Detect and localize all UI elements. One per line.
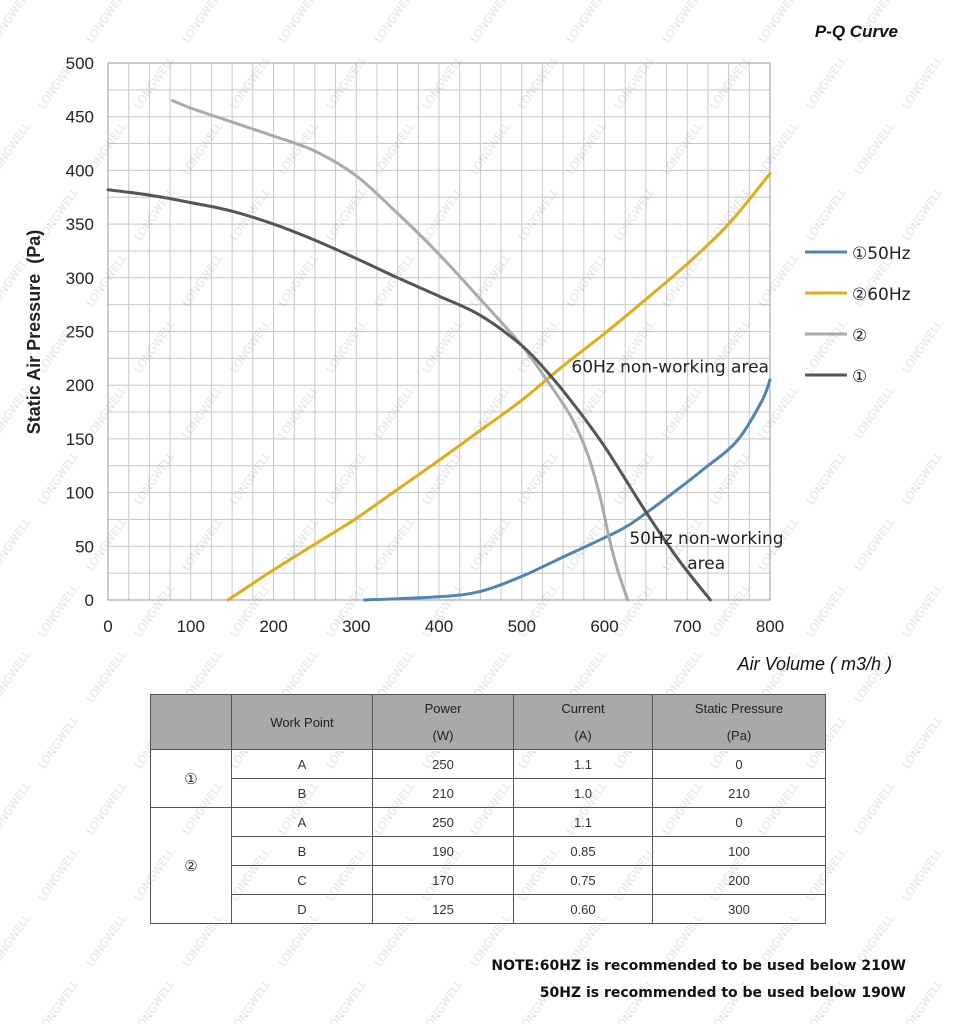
watermark-text: LONGWELL (131, 977, 178, 1024)
watermark-text: LONGWELL (35, 845, 82, 904)
watermark-text: LONGWELL (851, 779, 898, 838)
header-group (150, 694, 232, 750)
work-point-cell: C (231, 865, 373, 895)
power-cell: 170 (372, 865, 514, 895)
legend-label: ①50Hz (852, 244, 911, 264)
power-cell: 250 (372, 749, 514, 779)
power-cell: 125 (372, 894, 514, 924)
work-point-cell: A (231, 749, 373, 779)
watermark-text: LONGWELL (83, 779, 130, 838)
y-tick-label: 350 (66, 215, 94, 234)
y-tick-label: 50 (75, 537, 94, 556)
legend-label: ② (852, 326, 867, 346)
chart-grid (107, 62, 771, 601)
annotation-label: area (687, 554, 725, 574)
legend-label: ① (852, 367, 867, 387)
watermark-text: LONGWELL (323, 977, 370, 1024)
table-row: ① A 250 1.1 0 (150, 749, 826, 808)
table-row: B 210 1.0 210 (151, 778, 826, 808)
work-point-table: Work Point Power (W) Current (A) Static Pr… (150, 694, 826, 924)
watermark-text: LONGWELL (35, 977, 82, 1024)
note-line-1: NOTE:60HZ is recommended to be used belo… (491, 958, 906, 974)
annotation-label: 60Hz non-working area (571, 357, 769, 377)
y-tick-label: 100 (66, 484, 94, 503)
note-line-2: 50HZ is recommended to be used below 190… (539, 985, 906, 1001)
table-row: ② A 250 1.1 0 (150, 807, 826, 924)
current-cell: 1.0 (513, 778, 653, 808)
y-axis-ticks: 0 50 100 150 200 250 300 350 400 450 500 (66, 54, 94, 610)
y-tick-label: 250 (66, 323, 94, 342)
group-label: ① (150, 749, 232, 808)
table-header-row: Work Point Power (W) Current (A) Static Pr… (150, 694, 826, 750)
pressure-cell: 0 (652, 807, 826, 837)
pressure-cell: 0 (652, 749, 826, 779)
work-point-cell: B (231, 778, 373, 808)
pressure-cell: 200 (652, 865, 826, 895)
pressure-cell: 300 (652, 894, 826, 924)
table-row: D 125 0.60 300 (151, 894, 826, 924)
watermark-text: LONGWELL (227, 977, 274, 1024)
chart-title: P-Q Curve (815, 22, 898, 41)
table-row: C 170 0.75 200 (151, 865, 826, 895)
series-line-1-50hz (363, 378, 772, 602)
header-current: Current (A) (513, 694, 653, 750)
current-cell: 1.1 (513, 749, 653, 779)
header-static-pressure: Static Pressure (Pa) (652, 694, 826, 750)
watermark-text: LONGWELL (899, 845, 946, 904)
work-point-cell: D (231, 894, 373, 924)
y-axis-label: Static Air Pressure (Pa) (24, 230, 44, 434)
power-cell: 210 (372, 778, 514, 808)
work-point-cell: A (231, 807, 373, 837)
y-tick-label: 300 (66, 269, 94, 288)
x-tick-label: 200 (259, 617, 287, 636)
x-tick-label: 600 (590, 617, 618, 636)
series-lines (106, 99, 772, 602)
y-tick-label: 150 (66, 430, 94, 449)
table-row: B 190 0.85 100 (151, 836, 826, 866)
power-cell: 190 (372, 836, 514, 866)
watermark-text: LONGWELL (899, 977, 946, 1024)
current-cell: 1.1 (513, 807, 653, 837)
series-line-1 (106, 188, 712, 602)
power-cell: 250 (372, 807, 514, 837)
x-axis-label: Air Volume ( m3/h ) (737, 654, 892, 674)
watermark-text: LONGWELL (0, 911, 34, 970)
current-cell: 0.85 (513, 836, 653, 866)
group-label: ② (150, 807, 232, 924)
x-tick-label: 400 (425, 617, 453, 636)
pressure-cell: 100 (652, 836, 826, 866)
x-tick-label: 300 (342, 617, 370, 636)
annotation-label: 50Hz non-working (629, 529, 783, 549)
plot-border (107, 62, 771, 601)
series-line-2 (171, 99, 630, 602)
chart-legend: ①50Hz ②60Hz ② ① (805, 244, 911, 387)
plot-frame (107, 62, 771, 601)
series-line-2-60hz (226, 172, 772, 602)
pressure-cell: 210 (652, 778, 826, 808)
watermark-text: LONGWELL (35, 713, 82, 772)
watermark-text: LONGWELL (419, 977, 466, 1024)
y-tick-label: 450 (66, 108, 94, 127)
x-tick-label: 100 (177, 617, 205, 636)
work-point-cell: B (231, 836, 373, 866)
y-tick-label: 200 (66, 376, 94, 395)
y-tick-label: 400 (66, 161, 94, 180)
current-cell: 0.60 (513, 894, 653, 924)
watermark-text: LONGWELL (83, 911, 130, 970)
legend-label: ②60Hz (852, 285, 911, 305)
watermark-text: LONGWELL (0, 779, 34, 838)
chart-annotations: 60Hz non-working area 50Hz non-working are… (571, 357, 783, 574)
header-power: Power (W) (372, 694, 514, 750)
header-work-point: Work Point (231, 694, 373, 750)
pq-chart: 0 100 200 300 400 500 600 700 800 0 50 100 150 200 25… (24, 22, 911, 674)
y-tick-label: 0 (85, 591, 94, 610)
current-cell: 0.75 (513, 865, 653, 895)
x-tick-label: 0 (103, 617, 112, 636)
x-tick-label: 800 (756, 617, 784, 636)
y-tick-label: 500 (66, 54, 94, 73)
watermark-text: LONGWELL (899, 713, 946, 772)
x-tick-label: 500 (508, 617, 536, 636)
x-axis-ticks: 0 100 200 300 400 500 600 700 800 (103, 617, 784, 636)
x-tick-label: 700 (673, 617, 701, 636)
